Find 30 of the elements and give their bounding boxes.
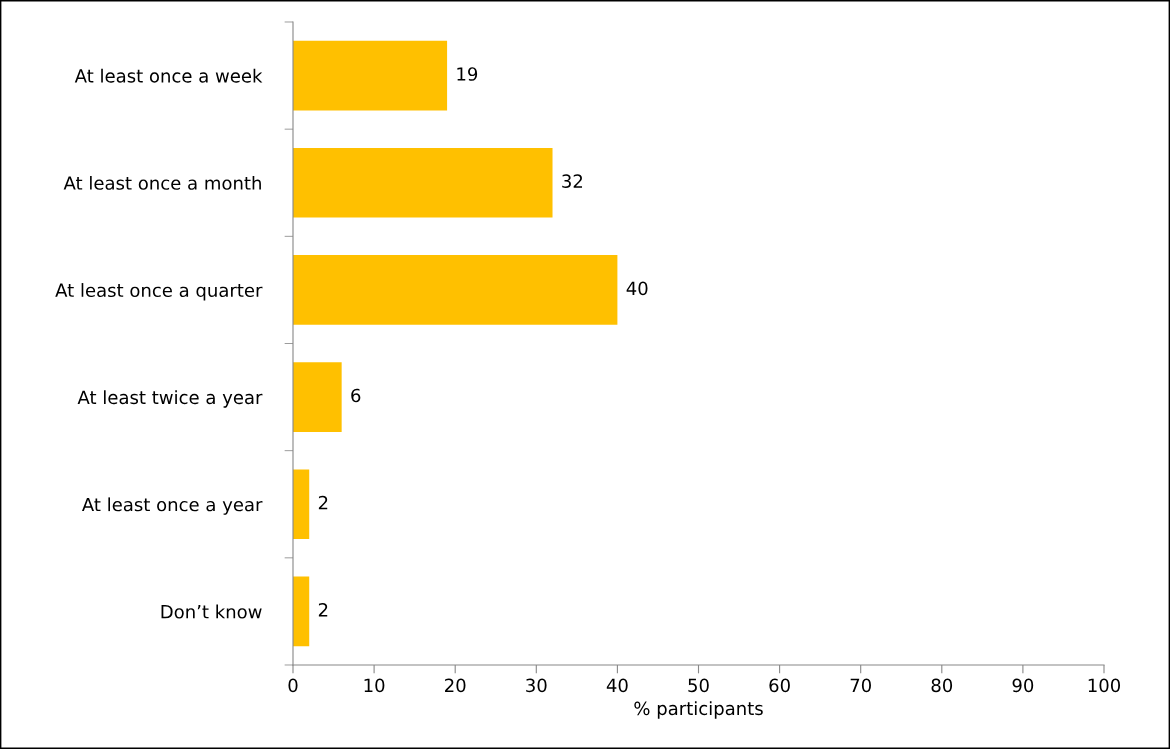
y-tick-label: Don’t know bbox=[161, 604, 262, 619]
bar bbox=[293, 362, 342, 432]
bar bbox=[293, 255, 618, 325]
y-tick-label: At least once a year bbox=[81, 497, 263, 515]
data-label: 19 bbox=[457, 67, 478, 81]
x-tick-label: 90 bbox=[1012, 678, 1034, 693]
bar bbox=[293, 469, 310, 540]
x-tick-label: 20 bbox=[445, 678, 466, 693]
data-label: 40 bbox=[626, 281, 648, 296]
data-label: 2 bbox=[318, 603, 328, 617]
data-label: 32 bbox=[562, 174, 583, 188]
bar bbox=[293, 147, 553, 218]
x-axis-title: % participants bbox=[634, 701, 763, 719]
data-label: 2 bbox=[318, 495, 328, 510]
x-tick-label: 60 bbox=[769, 678, 790, 693]
x-tick-label: 70 bbox=[850, 678, 871, 693]
x-tick-label: 0 bbox=[288, 678, 298, 693]
bar bbox=[293, 40, 448, 111]
y-tick-label: At least twice a year bbox=[77, 390, 263, 408]
bar bbox=[293, 576, 310, 647]
x-tick-label: 50 bbox=[688, 678, 709, 693]
x-tick-label: 80 bbox=[931, 678, 953, 693]
y-tick-label: At least once a month bbox=[63, 175, 261, 190]
x-tick-label: 10 bbox=[364, 678, 385, 693]
data-label: 6 bbox=[351, 388, 361, 403]
x-tick-label: 100 bbox=[1088, 678, 1121, 693]
x-tick-label: 40 bbox=[606, 678, 628, 693]
y-tick-label: At least once a quarter bbox=[55, 283, 263, 301]
y-tick-label: At least once a week bbox=[74, 68, 263, 83]
x-tick-label: 30 bbox=[526, 678, 547, 693]
